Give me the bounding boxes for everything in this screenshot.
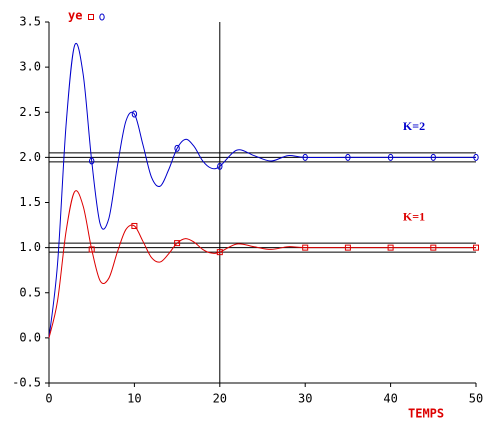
series-label: K=1 — [403, 209, 425, 223]
y-tick-label: 3.0 — [19, 60, 41, 74]
x-tick-label: 10 — [127, 392, 141, 406]
y-tick-label: 2.5 — [19, 105, 41, 119]
marker — [387, 153, 394, 161]
marker — [473, 244, 479, 251]
marker — [302, 153, 308, 161]
marker — [387, 244, 394, 251]
y-tick-label: 3.5 — [19, 15, 41, 29]
marker — [131, 222, 138, 229]
marker — [473, 153, 479, 161]
marker — [89, 157, 95, 165]
y-tick-label: 1.0 — [19, 240, 41, 254]
marker — [344, 244, 351, 251]
marker — [430, 153, 436, 161]
y-axis-label: ye — [68, 9, 82, 23]
x-tick-label: 0 — [45, 392, 52, 406]
y-tick-label: 0.0 — [19, 330, 41, 344]
marker — [131, 110, 138, 118]
marker — [174, 240, 181, 247]
marker — [174, 144, 180, 152]
marker — [88, 246, 95, 253]
x-tick-label: 50 — [469, 392, 483, 406]
marker — [99, 13, 105, 21]
marker — [217, 162, 223, 170]
x-tick-label: 20 — [213, 392, 227, 406]
x-tick-label: 30 — [298, 392, 312, 406]
marker — [216, 249, 223, 256]
marker — [345, 153, 351, 161]
marker — [88, 14, 94, 20]
series-label: K=2 — [403, 119, 425, 133]
y-tick-label: 0.5 — [19, 285, 41, 299]
x-axis-label: TEMPS — [408, 407, 444, 421]
marker — [302, 244, 309, 251]
y-tick-label: -0.5 — [12, 376, 41, 390]
x-tick-label: 40 — [383, 392, 397, 406]
series-line — [48, 190, 476, 338]
y-tick-label: 2.0 — [19, 150, 41, 164]
series-line — [48, 42, 476, 338]
y-tick-label: 1.5 — [19, 195, 41, 209]
marker — [430, 244, 437, 251]
